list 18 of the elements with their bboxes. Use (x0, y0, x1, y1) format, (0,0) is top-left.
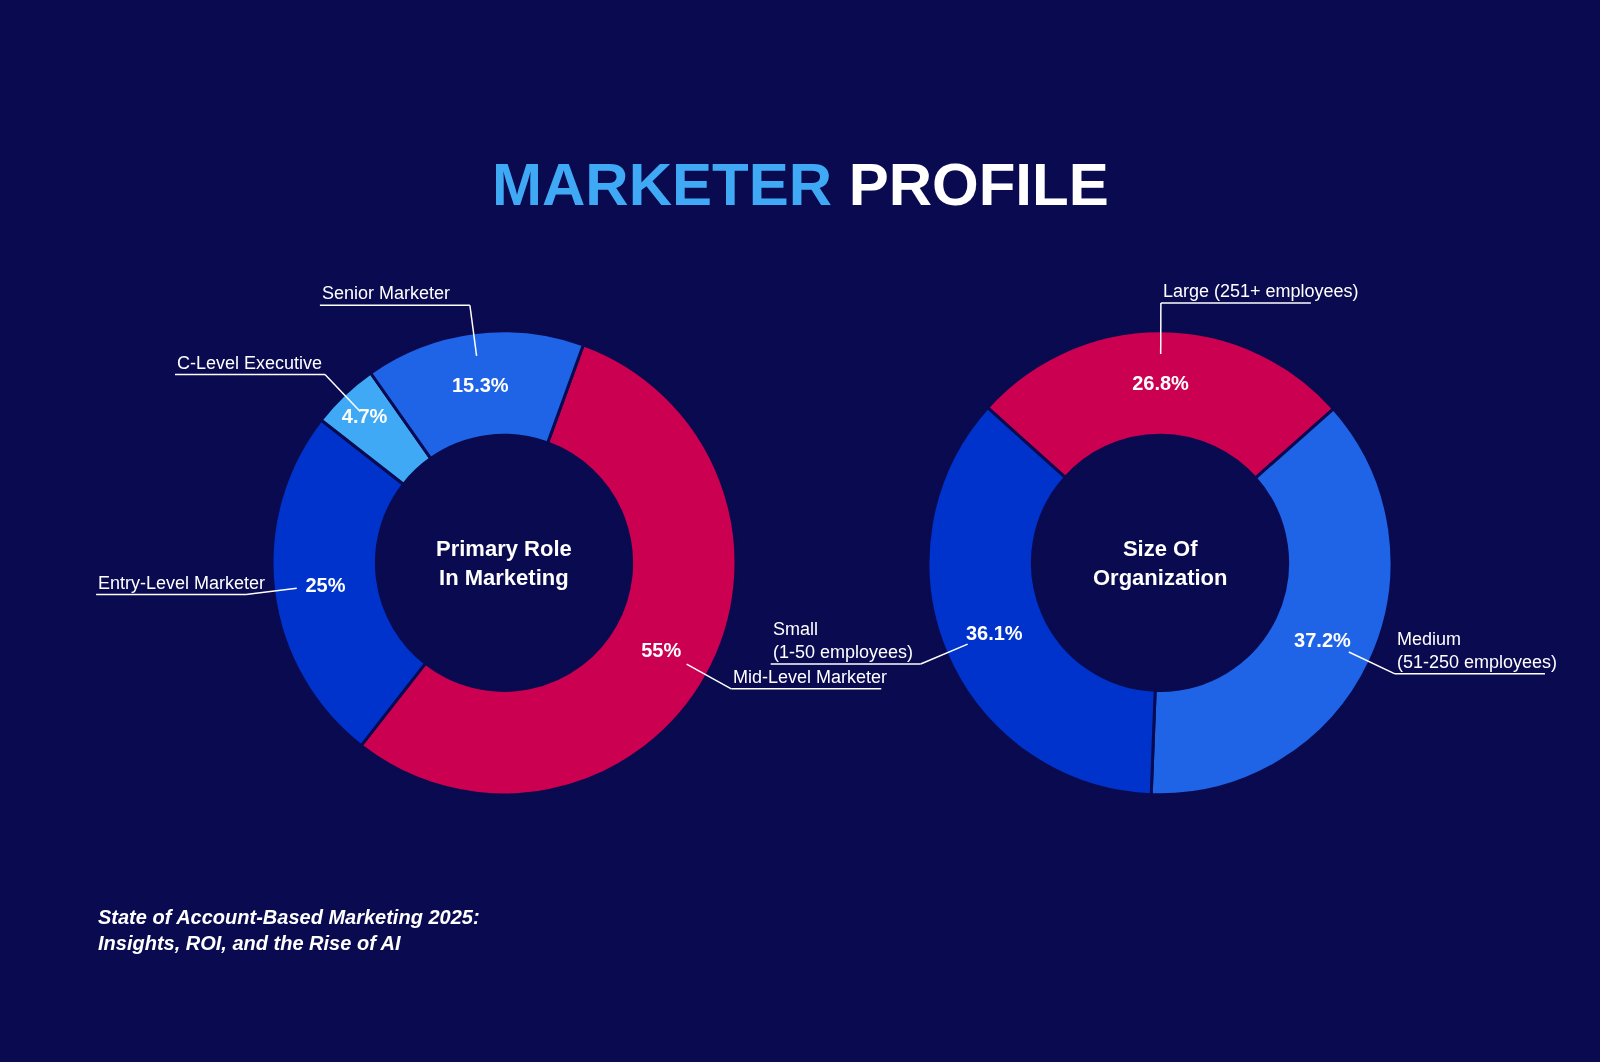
text: Primary Role In Marketing (436, 536, 572, 590)
slice-label: Small (1-50 employees) (773, 619, 914, 663)
data-label: 36.1% (965, 621, 1023, 644)
slice-label: Senior Marketer (322, 283, 451, 303)
data-label: 37.2% (1294, 628, 1352, 651)
data-label: 55% (641, 639, 682, 662)
data-label: 25% (305, 573, 346, 596)
slice-label: C-Level Executive (177, 353, 323, 373)
slice-label: Large (251+ employees) (1163, 281, 1359, 301)
slice-label: Mid-Level Marketer (733, 667, 888, 687)
text: MARKETER PROFILE (492, 151, 1109, 218)
data-label: 4.7% (341, 405, 388, 428)
data-label: 15.3% (451, 373, 509, 396)
slice-label: Medium (51-250 employees) (1397, 629, 1558, 673)
slice-label: Entry-Level Marketer (98, 573, 266, 593)
data-label: 26.8% (1132, 372, 1190, 395)
text: Size Of Organization (1093, 536, 1228, 590)
text: State of Account-Based Marketing 2025: Insights, ROI, and the Rise of AI (98, 906, 480, 954)
